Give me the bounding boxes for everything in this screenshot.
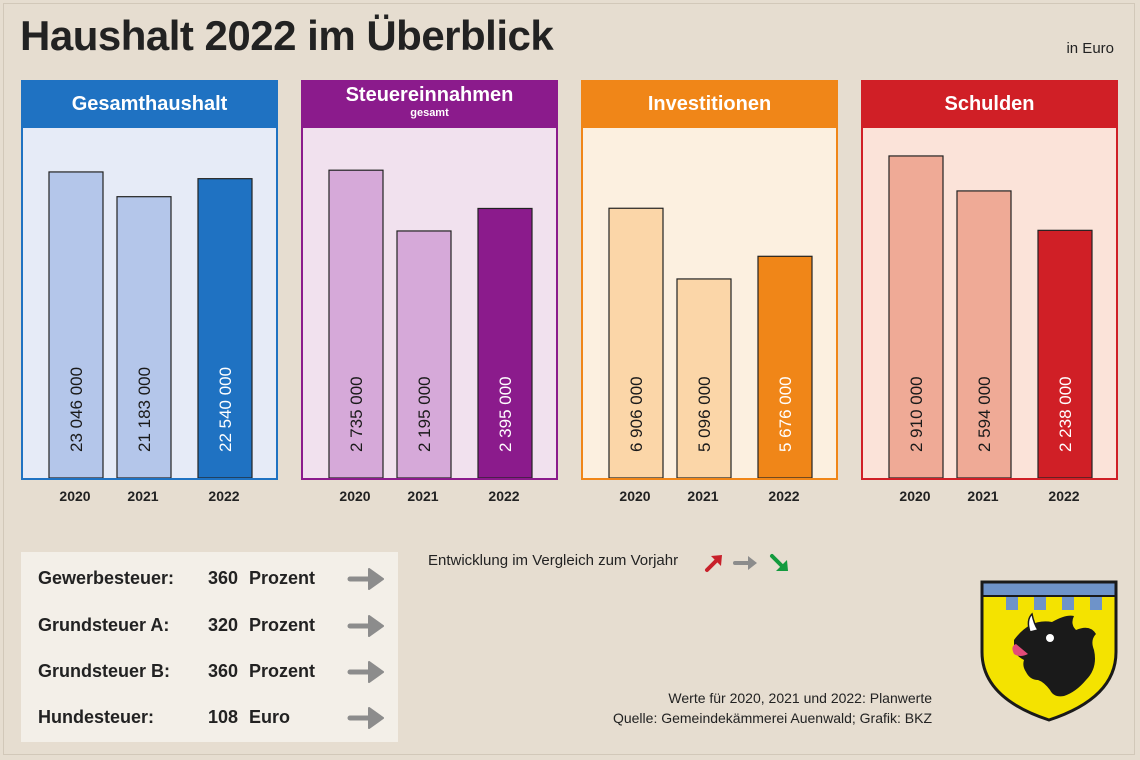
tick-label-x: 2022 — [1048, 488, 1080, 504]
bar-value-label: 2 395 000 — [496, 376, 515, 452]
bar-value-label: 22 540 000 — [216, 367, 235, 452]
note-source: Quelle: Gemeindekämmerei Auenwald; Grafi… — [612, 710, 932, 726]
panel-subtitle: gesamt — [410, 107, 449, 119]
bar-chart: 2 735 000 2 195 000 2 395 000 — [328, 169, 533, 478]
panel-title: Gesamthaushalt — [71, 93, 228, 115]
bar — [676, 278, 732, 478]
arrow-right-icon — [733, 556, 757, 570]
tick-label-x: 2022 — [208, 488, 240, 504]
tick-label-x: 2020 — [619, 488, 651, 504]
bar — [888, 155, 944, 478]
bar-value-label: 2 238 000 — [1056, 376, 1075, 452]
arrow-right-icon — [347, 703, 387, 733]
bar-value-label: 2 910 000 — [907, 376, 926, 452]
tick-label-x: 2021 — [687, 488, 719, 504]
tax-unit: Prozent — [249, 661, 316, 681]
tax-rates-box: Gewerbesteuer: 360 Prozent Grundsteuer A… — [21, 552, 398, 742]
panel-title: Investitionen — [647, 93, 772, 115]
bar-value-label: 23 046 000 — [67, 367, 86, 452]
arrow-down-right-icon — [770, 554, 788, 571]
tax-value: 108 — [208, 707, 239, 727]
bar-chart: 23 046 000 21 183 000 22 540 000 — [48, 171, 253, 478]
bar-value-label: 5 676 000 — [776, 376, 795, 452]
bar — [396, 230, 452, 478]
panel-schulden: Schulden 2 910 000 2 594 000 2 238 000 — [861, 80, 1118, 480]
bar — [1037, 229, 1093, 478]
bar-chart: 2 910 000 2 594 000 2 238 000 — [888, 155, 1093, 478]
legend-text: Entwicklung im Vergleich zum Vorjahr — [428, 552, 679, 569]
panel-steuereinnahmen: Steuereinnahmen gesamt 2 735 000 2 195 00… — [301, 80, 558, 480]
bar-value-label: 21 183 000 — [135, 367, 154, 452]
bar — [956, 190, 1012, 478]
bar-value-label: 6 906 000 — [627, 376, 646, 452]
bar — [197, 178, 253, 478]
tax-unit: Euro — [249, 707, 291, 727]
bar-value-label: 5 096 000 — [695, 376, 714, 452]
note-planwerte: Werte für 2020, 2021 und 2022: Planwerte — [668, 690, 932, 706]
tick-label-x: 2020 — [59, 488, 91, 504]
panel-header: Schulden — [861, 80, 1118, 128]
coat-of-arms-logo — [980, 580, 1118, 722]
frame — [3, 3, 1135, 755]
tick-label-x: 2021 — [407, 488, 439, 504]
panel-header: Steuereinnahmen gesamt — [301, 80, 558, 128]
bar-value-label: 2 195 000 — [415, 376, 434, 452]
panel-investitionen: Investitionen 6 906 000 5 096 000 5 676 00… — [581, 80, 838, 480]
legend-arrows — [705, 554, 788, 572]
bar — [757, 255, 813, 478]
tick-label-x: 2020 — [339, 488, 371, 504]
unit-label: in Euro — [1066, 40, 1114, 57]
tax-unit: Prozent — [249, 615, 316, 635]
tax-label: Gewerbesteuer: — [38, 568, 175, 588]
tick-label-x: 2022 — [488, 488, 520, 504]
tick-label-x: 2021 — [127, 488, 159, 504]
panel-title: Steuereinnahmen — [345, 84, 514, 106]
panel-header: Investitionen — [581, 80, 838, 128]
arrow-right-icon — [347, 564, 387, 594]
bar-value-label: 2 735 000 — [347, 376, 366, 452]
tax-unit: Prozent — [249, 568, 316, 588]
tax-value: 360 — [208, 661, 239, 681]
bar — [608, 207, 664, 478]
tax-label: Hundesteuer: — [38, 707, 155, 727]
tick-label-x: 2021 — [967, 488, 999, 504]
arrow-right-icon — [347, 657, 387, 687]
bar-value-label: 2 594 000 — [975, 376, 994, 452]
tax-label: Grundsteuer B: — [38, 661, 171, 681]
panel-gesamthaushalt: Gesamthaushalt 23 046 000 21 183 000 22 54… — [21, 80, 278, 480]
bar — [116, 196, 172, 478]
panel-title: Schulden — [944, 93, 1035, 115]
tick-label-x: 2022 — [768, 488, 800, 504]
tax-value: 320 — [208, 615, 239, 635]
bar — [477, 207, 533, 478]
page-title: Haushalt 2022 im Überblick — [20, 12, 554, 59]
tick-label-x: 2020 — [899, 488, 931, 504]
tax-value: 360 — [208, 568, 239, 588]
arrow-up-right-icon — [705, 555, 722, 572]
tax-label: Grundsteuer A: — [38, 615, 170, 635]
arrow-right-icon — [347, 611, 387, 641]
panel-header: Gesamthaushalt — [21, 80, 278, 128]
bar-chart: 6 906 000 5 096 000 5 676 000 — [608, 207, 813, 478]
